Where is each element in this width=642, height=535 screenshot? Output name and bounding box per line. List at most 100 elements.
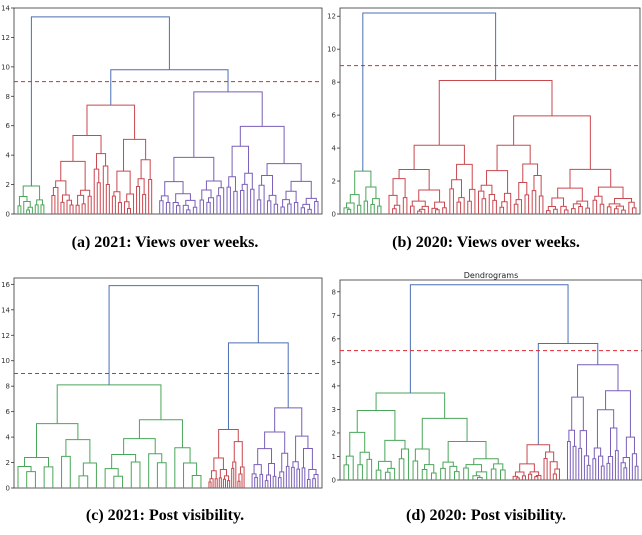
dendrogram-link [257,448,273,465]
dendrogram-link [292,461,299,470]
dendrogram-link [65,439,91,464]
dendrogram-link [463,467,469,480]
dendrogram-link [631,207,637,214]
dendrogram-link [183,462,198,488]
dendrogram-link [148,179,153,214]
dendrogram-link [222,478,226,488]
dendrogram-link [547,205,556,211]
dendrogram-link [431,207,438,214]
dendrogram-link [392,178,406,198]
dendrogram-link [343,207,350,214]
dendrogram-link [296,468,301,488]
dendrogram-link [251,473,257,488]
dendrogram-link [354,170,372,195]
dendrogram-link [496,144,531,171]
dendrogram-link [442,461,454,469]
dendrogram-link [583,455,590,480]
dendrogram-link [513,203,519,214]
dendrogram-link [293,201,299,214]
y-tick-label: 14 [1,5,10,13]
dendrogram-link [287,203,292,214]
dendrogram-link [418,208,426,214]
dendrogram-link [409,205,415,214]
dendrogram-link [75,204,80,214]
dendrogram-link [442,207,447,214]
dendrogram-link [623,467,628,480]
dendrogram-link [82,462,97,488]
dendrogram-link [264,480,269,488]
dendrogram-link [622,457,631,480]
dendrogram-link [208,197,215,214]
dendrogram-link [160,195,169,203]
dendrogram-link [599,203,605,214]
dendrogram-link [295,435,309,462]
dendrogram-link [233,441,243,467]
y-tick-label: 5 [332,359,336,367]
dendrogram-link [300,207,306,214]
dendrogram-link [375,392,446,419]
dendrogram-link [607,455,614,480]
dendrogram-link [357,464,363,480]
dendrogram-link [534,476,539,480]
y-tick-label: 6 [6,122,11,130]
dendrogram-link [387,467,396,480]
dendrogram-link [411,200,426,207]
dendrogram-link [282,199,290,207]
dendrogram-link [264,431,286,454]
dendrogram-link [615,205,624,211]
dendrogram-link [566,440,571,480]
y-tick-label: 12 [1,34,10,42]
dendrogram-link [228,176,236,192]
dendrogram-link [572,203,582,209]
y-tick-label: 0 [332,211,336,219]
dendrogram-panel-a: 0 2 4 6 8 10 12 14 [0,0,330,225]
dendrogram-link [538,195,544,214]
dendrogram-link [614,450,619,480]
dendrogram-link [281,452,289,472]
dendrogram-link [165,201,171,214]
dendrogram-link [596,409,615,448]
dendrogram-link [138,419,183,448]
dendrogram-link [159,200,164,214]
dendrogram-link [69,204,74,214]
dendrogram-link [365,186,377,202]
dendrogram-link [366,458,373,480]
dendrogram-link [244,172,253,190]
dendrogram-link [26,471,36,488]
dendrogram-link [490,468,497,480]
dendrogram-link [514,471,525,477]
dendrogram-link [22,185,41,200]
dendrogram-link [40,204,45,214]
dendrogram-a: 0 2 4 6 8 10 12 14 [1,5,323,219]
dendrogram-link [608,203,621,207]
dendrogram-link [51,195,56,214]
dendrogram-link [477,190,485,214]
dendrogram-link [218,477,222,488]
dendrogram-link [78,475,89,488]
dendrogram-link [531,190,537,214]
y-tick-label: 8 [6,93,10,101]
dendrogram-link [96,182,101,214]
dendrogram-link [378,460,392,471]
dendrogram-link [239,125,285,164]
dendrogram-link [43,466,54,488]
dendrogram-link [409,284,569,393]
dendrogram-link [356,409,396,441]
dendrogram-link [206,201,211,214]
dendrogram-link [521,475,526,480]
dendrogram-link [233,190,238,214]
dendrogram-link [528,473,533,480]
dendrogram-link [600,465,605,480]
dendrogram-link [614,208,619,214]
y-tick-label: 2 [332,429,336,437]
dendrogram-link [302,447,313,470]
y-tick-label: 6 [332,335,337,343]
dendrogram-link [237,480,241,488]
dendrogram-link [80,189,91,197]
dendrogram-link [515,199,522,214]
dendrogram-link [238,473,243,488]
dendrogram-link [569,168,612,189]
axes-frame [13,7,323,215]
dendrogram-link [518,181,528,200]
dendrogram-link [61,194,70,203]
